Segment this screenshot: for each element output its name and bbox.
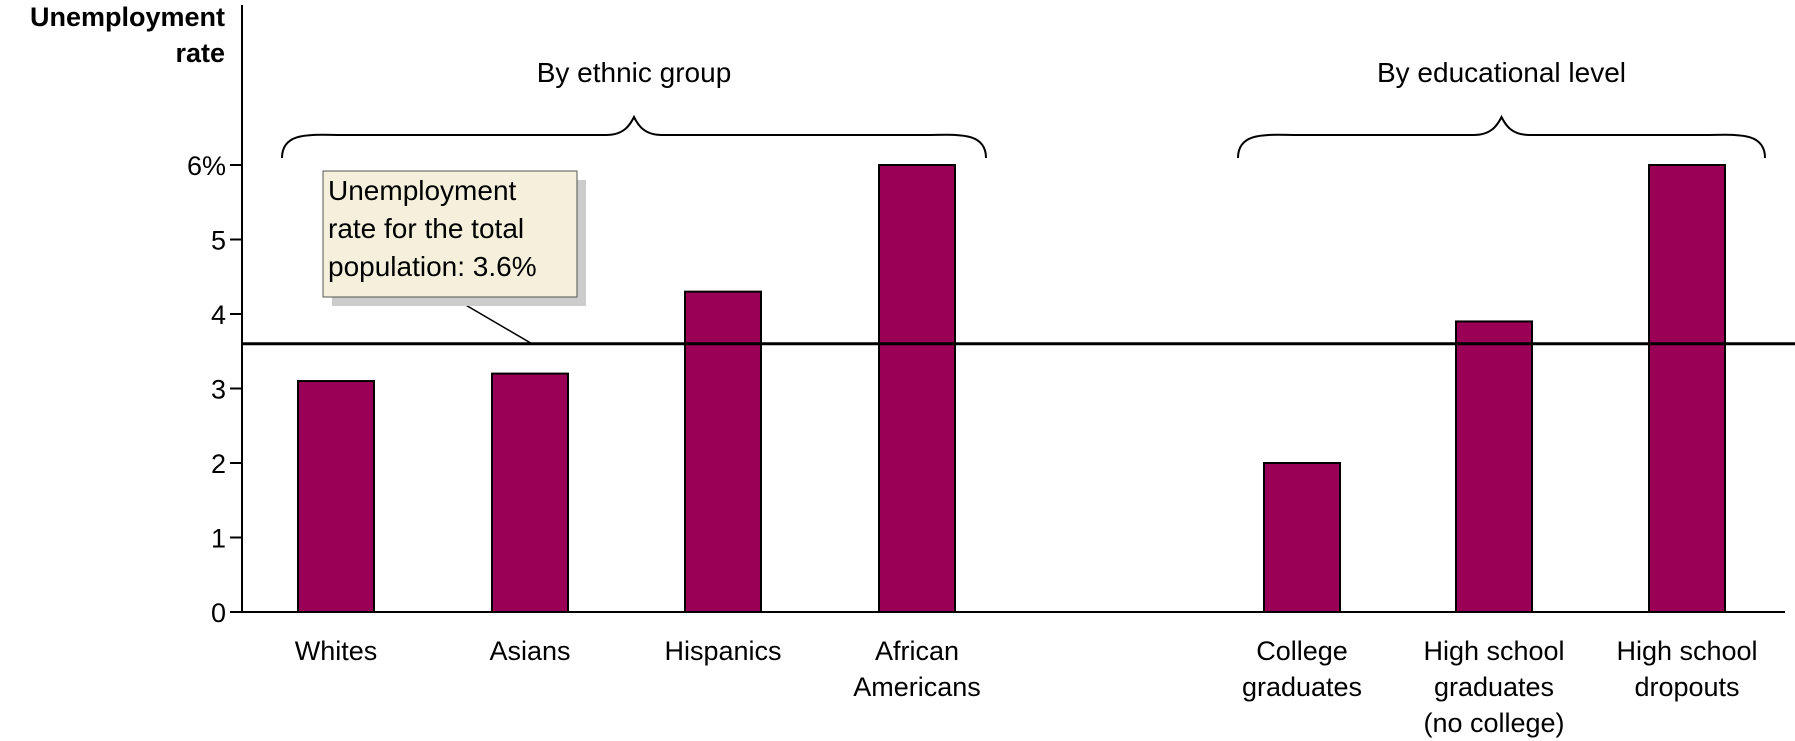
y-tick-label: 0 xyxy=(211,598,226,628)
category-label: Americans xyxy=(853,672,981,702)
bars xyxy=(297,164,1726,613)
y-tick-label: 2 xyxy=(211,449,226,479)
y-axis-label-line-2: rate xyxy=(175,38,225,68)
y-axis-label: Unemployment rate xyxy=(30,2,225,68)
category-label: College xyxy=(1256,636,1348,666)
bar xyxy=(491,372,569,613)
category-label: Asians xyxy=(489,636,570,666)
y-tick-label: 3 xyxy=(211,375,226,405)
category-label: graduates xyxy=(1242,672,1362,702)
bar xyxy=(1263,462,1341,613)
group-brace xyxy=(1237,114,1766,159)
group-labels: By ethnic group By educational level xyxy=(281,57,1766,159)
group-label: By ethnic group xyxy=(537,57,732,88)
callout-box xyxy=(322,170,578,298)
callout-text-line: population: 3.6% xyxy=(328,251,537,282)
y-axis-label-line-1: Unemployment xyxy=(30,2,225,32)
bar xyxy=(1648,164,1726,613)
bar xyxy=(878,164,956,613)
category-label: High school xyxy=(1423,636,1564,666)
bar xyxy=(297,380,375,613)
reference-callout: Unemployment rate for the total population… xyxy=(322,170,586,345)
category-label: dropouts xyxy=(1634,672,1739,702)
callout-text-line: rate for the total xyxy=(328,213,524,244)
group-label: By educational level xyxy=(1377,57,1626,88)
category-label: graduates xyxy=(1434,672,1554,702)
bar xyxy=(1455,320,1533,613)
category-label: African xyxy=(875,636,959,666)
category-label: Whites xyxy=(295,636,378,666)
category-label: (no college) xyxy=(1423,708,1564,738)
callout-text-line: Unemployment xyxy=(328,175,517,206)
y-tick-label: 5 xyxy=(211,226,226,256)
bar xyxy=(684,290,762,613)
category-label: High school xyxy=(1616,636,1757,666)
group-brace xyxy=(281,114,987,159)
category-label: Hispanics xyxy=(664,636,781,666)
y-tick-label: 6% xyxy=(187,151,226,181)
y-tick-label: 4 xyxy=(211,300,226,330)
category-labels: Whites Asians Hispanics African Americans Col… xyxy=(295,636,1758,738)
y-tick-label: 1 xyxy=(211,524,226,554)
y-ticks: 0 1 2 3 4 5 6% xyxy=(187,151,242,628)
